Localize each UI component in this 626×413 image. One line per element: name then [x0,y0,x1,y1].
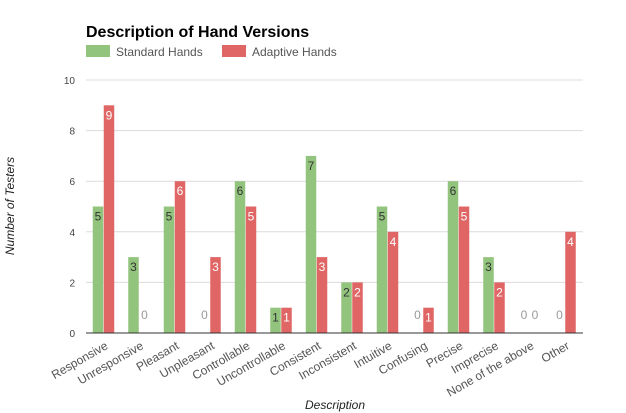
chart-title: Description of Hand Versions [86,24,309,41]
gridlines [86,79,583,283]
x-axis-label: Description [305,398,365,412]
bar [352,282,363,333]
bar [423,307,434,333]
data-label: 3 [319,260,326,274]
y-tick-label: 4 [69,228,75,239]
bar [174,181,186,333]
bar [305,155,317,333]
data-label: 2 [343,285,350,299]
bar [281,307,292,333]
y-tick-label: 10 [64,76,76,87]
bar [341,282,352,333]
data-label: 4 [390,235,397,249]
data-label: 6 [177,184,184,198]
data-label: 1 [283,311,290,325]
y-tick-label: 6 [69,177,75,188]
data-label: 1 [425,311,432,325]
data-label: 3 [212,260,219,274]
legend-label: Standard Hands [116,45,203,59]
bar [376,206,388,333]
data-label: 4 [567,235,574,249]
y-axis-label: Number of Testers [3,157,17,255]
bar [458,206,470,333]
y-tick-label: 2 [69,278,75,289]
y-tick-label: 0 [69,329,75,340]
legend-label: Adaptive Hands [252,45,337,59]
legend-swatch [222,45,246,57]
bar [483,257,494,333]
data-label: 0 [532,308,539,322]
data-label: 3 [485,260,492,274]
bar [494,282,505,333]
data-label: 9 [106,108,113,122]
bar [163,206,175,333]
data-label: 0 [414,308,421,322]
bar [316,257,328,333]
bar [92,206,104,333]
y-tick-label: 8 [69,127,75,138]
bar [270,307,281,333]
bars [92,105,576,333]
data-label: 0 [521,308,528,322]
data-label: 5 [379,210,386,224]
bar [387,231,399,333]
y-axis-ticks: 0 2 4 6 8 10 [64,76,76,340]
legend: Standard Hands Adaptive Hands [86,45,337,59]
data-label: 5 [461,210,468,224]
data-label: 6 [237,184,244,198]
data-label: 6 [450,184,457,198]
data-label: 7 [308,159,315,173]
data-label: 0 [556,308,563,322]
data-label: 5 [166,210,173,224]
data-label: 5 [95,210,102,224]
bar [103,105,115,333]
bar [565,231,576,333]
bar [447,181,459,333]
bar [245,206,257,333]
data-label: 5 [248,210,255,224]
legend-swatch [86,45,110,57]
bar [210,257,221,333]
data-label: 2 [496,285,503,299]
data-label: 1 [272,311,279,325]
bar [234,181,246,333]
data-label: 3 [130,260,137,274]
data-label: 2 [354,285,361,299]
bar [128,257,139,333]
data-label: 0 [201,308,208,322]
x-axis-ticks: ResponsiveUnresponsivePleasantUnpleasant… [49,338,572,399]
data-label: 0 [141,308,148,322]
x-tick-label: Other [539,338,572,365]
